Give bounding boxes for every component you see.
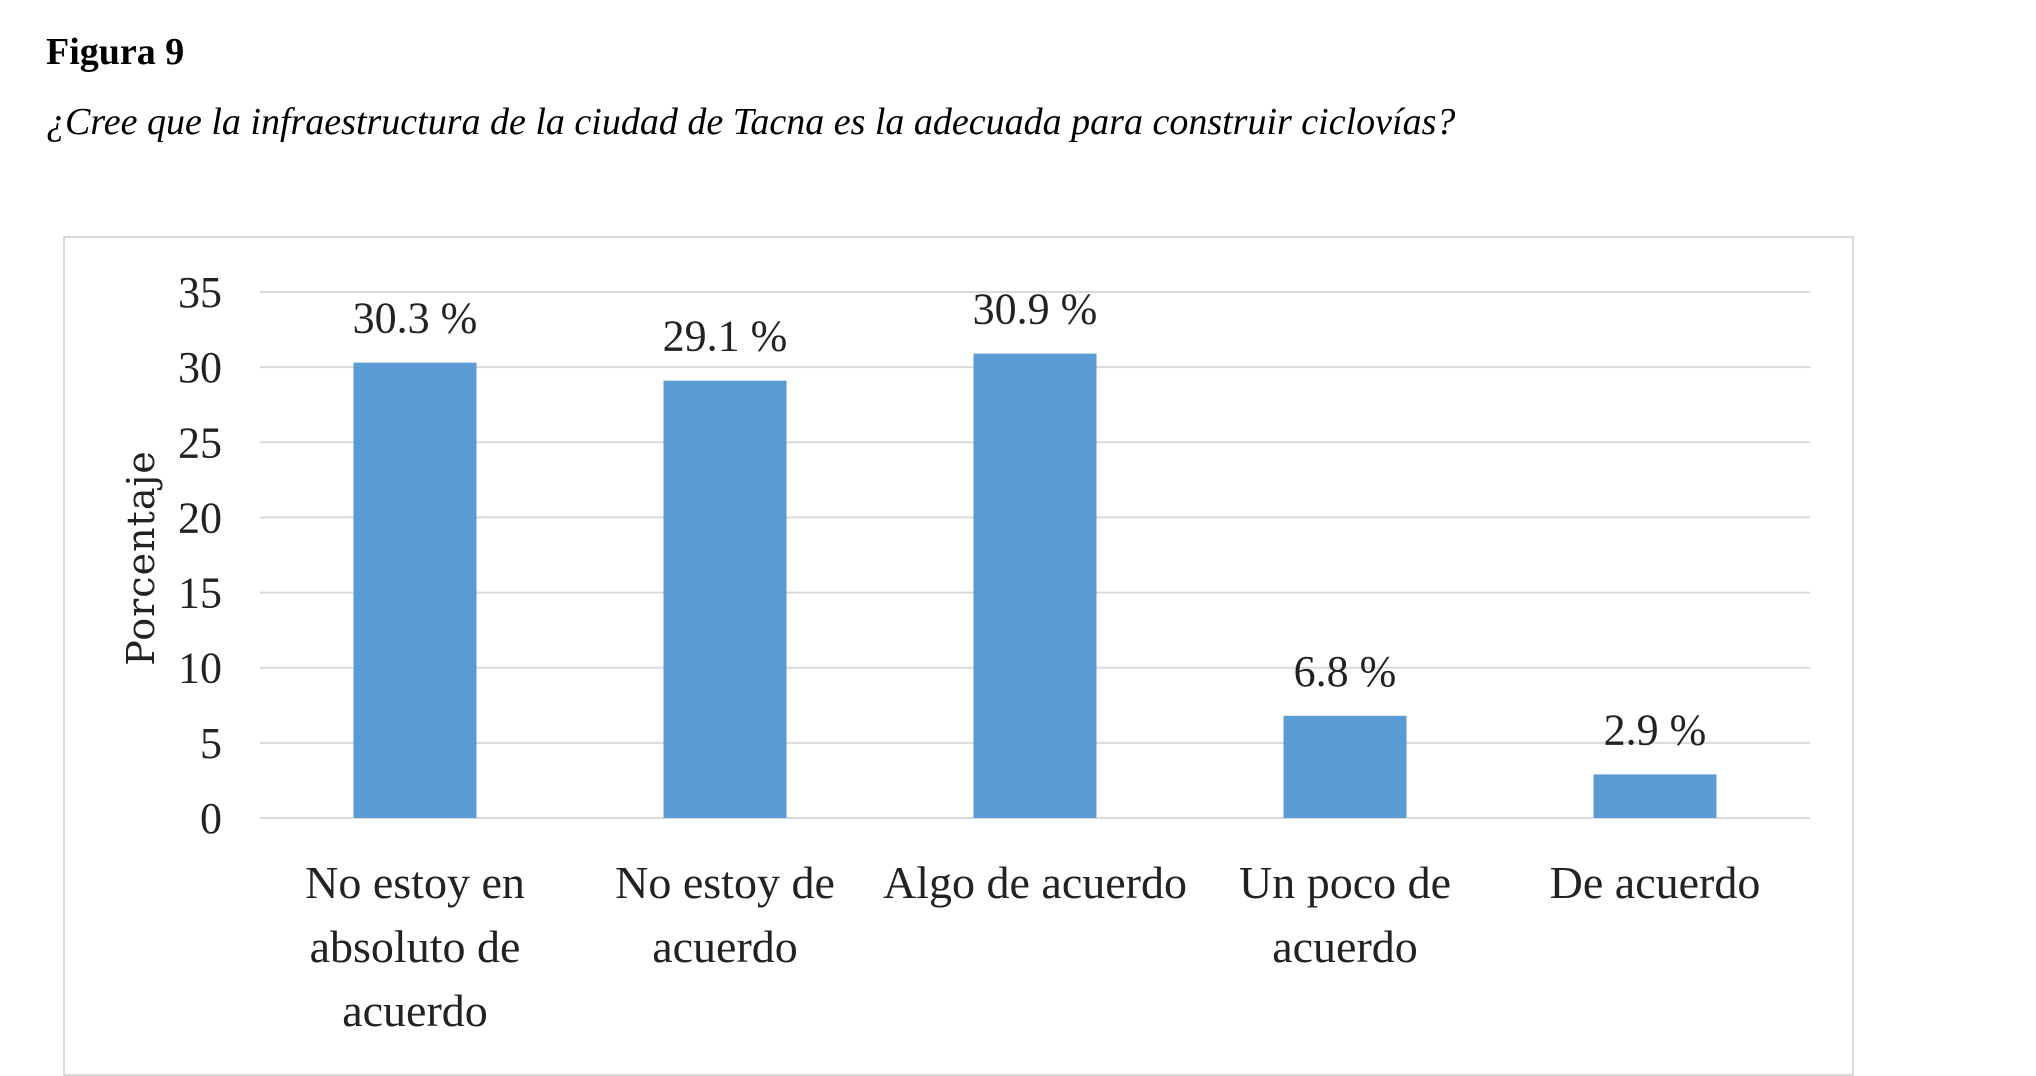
data-label: 30.3 % — [353, 294, 478, 343]
category-label-line: acuerdo — [342, 985, 488, 1036]
category-label: Un poco de acuerdo — [1239, 857, 1451, 972]
y-tick-label: 35 — [178, 268, 222, 317]
figure-title: ¿Cree que la infraestructura de la ciuda… — [46, 101, 1456, 143]
y-tick-label: 15 — [178, 569, 222, 618]
category-label-line: Algo de acuerdo — [883, 857, 1187, 908]
category-label-line: acuerdo — [1272, 921, 1418, 972]
category-label: Algo de acuerdo — [883, 857, 1187, 908]
bar — [1593, 774, 1717, 818]
category-label: No estoy en absoluto de acuerdo — [305, 857, 525, 1036]
bar — [663, 380, 787, 818]
category-label: No estoy de acuerdo — [615, 857, 835, 972]
bar — [353, 362, 477, 818]
category-label-line: acuerdo — [652, 921, 798, 972]
y-axis-title: Porcentaje — [119, 450, 163, 666]
y-tick-label: 30 — [178, 343, 222, 392]
bar — [1283, 715, 1407, 818]
data-label: 29.1 % — [663, 312, 788, 361]
y-tick-label: 20 — [178, 493, 222, 542]
data-label: 30.9 % — [973, 285, 1098, 334]
category-label-line: No estoy de — [615, 857, 835, 908]
data-label: 6.8 % — [1294, 647, 1397, 696]
data-label: 2.9 % — [1604, 705, 1707, 754]
y-tick-label: 25 — [178, 418, 222, 467]
y-tick-label: 5 — [200, 719, 222, 768]
category-label-line: Un poco de — [1239, 857, 1451, 908]
figure-label: Figura 9 — [46, 31, 185, 73]
category-label-line: De acuerdo — [1550, 857, 1761, 908]
category-label-line: absoluto de — [310, 921, 521, 972]
y-tick-label: 10 — [178, 644, 222, 693]
y-tick-label: 0 — [200, 794, 222, 843]
category-label-line: No estoy en — [305, 857, 525, 908]
category-label: De acuerdo — [1550, 857, 1761, 908]
bar — [973, 353, 1097, 818]
